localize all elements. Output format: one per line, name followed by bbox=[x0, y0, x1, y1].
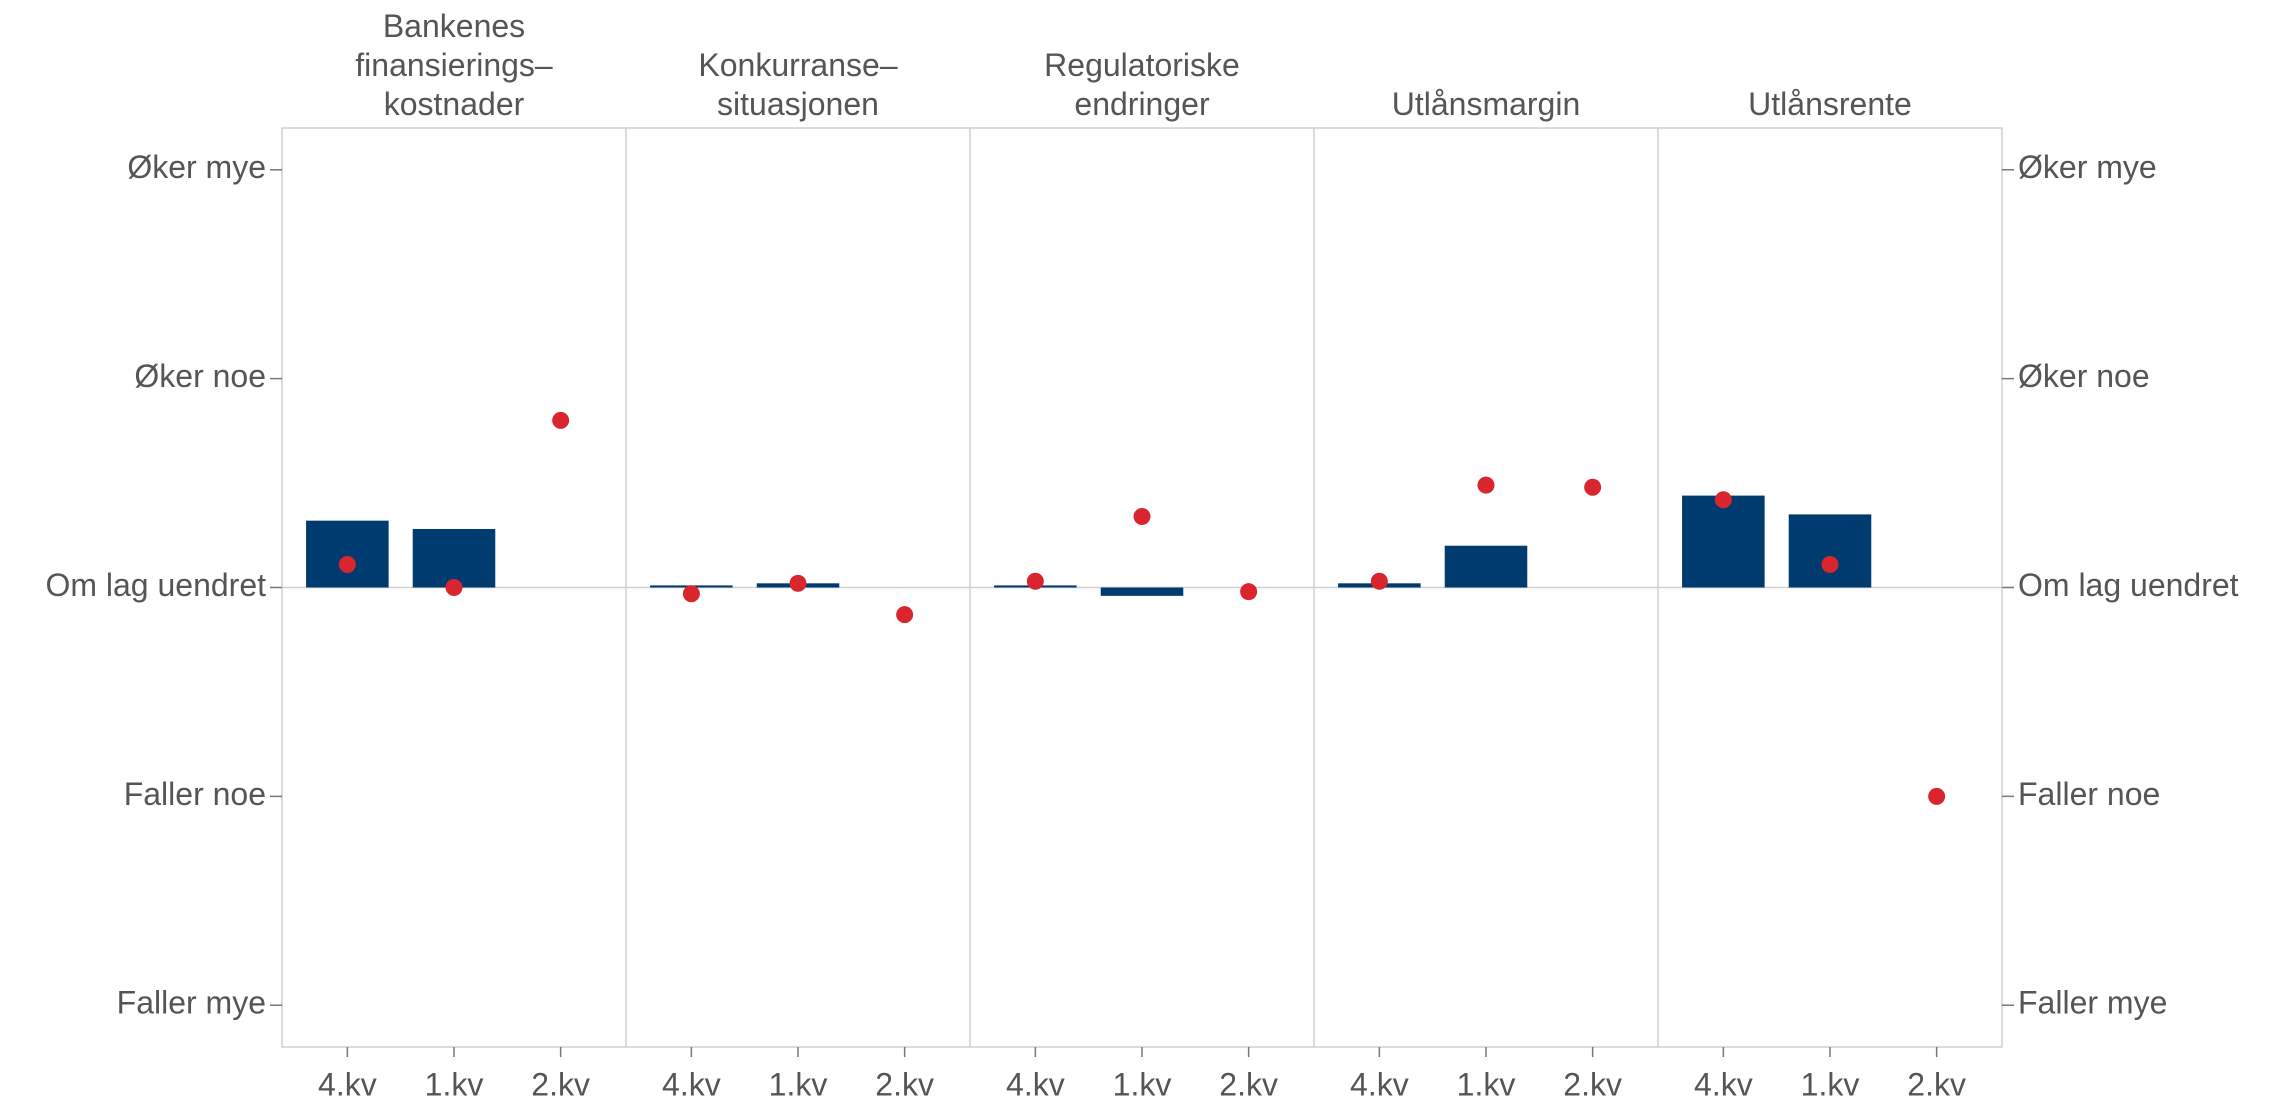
x-tick-label: 2.kv bbox=[875, 1066, 934, 1102]
x-tick-label: 4.kv bbox=[318, 1066, 377, 1102]
dot bbox=[1477, 476, 1495, 494]
bar bbox=[1682, 495, 1765, 588]
y-tick-label: Øker noe bbox=[134, 358, 266, 394]
bar bbox=[306, 520, 389, 588]
dot bbox=[1240, 583, 1258, 601]
dot bbox=[682, 585, 700, 603]
x-tick-label: 2.kv bbox=[531, 1066, 590, 1102]
dot bbox=[445, 579, 463, 596]
y-tick-label: Om lag uendret bbox=[45, 567, 266, 603]
y-tick-label: Faller mye bbox=[117, 985, 266, 1021]
dot bbox=[1928, 787, 1946, 805]
x-tick-label: 4.kv bbox=[1350, 1066, 1409, 1102]
x-tick-label: 2.kv bbox=[1219, 1066, 1278, 1102]
panel-title: Utlånsmargin bbox=[1391, 86, 1581, 122]
y2-tick-label: Faller noe bbox=[2018, 776, 2160, 812]
dot bbox=[896, 606, 914, 624]
x-tick-label: 1.kv bbox=[1113, 1066, 1172, 1102]
dot bbox=[1026, 572, 1044, 590]
dot bbox=[338, 556, 356, 574]
y2-tick-label: Øker mye bbox=[2018, 149, 2157, 185]
y-tick-label: Faller noe bbox=[124, 776, 266, 812]
x-tick-label: 1.kv bbox=[769, 1066, 828, 1102]
x-tick-label: 1.kv bbox=[425, 1066, 484, 1102]
y2-tick-label: Om lag uendret bbox=[2018, 567, 2239, 603]
x-tick-label: 1.kv bbox=[1801, 1066, 1860, 1102]
x-tick-label: 4.kv bbox=[1006, 1066, 1065, 1102]
y2-tick-label: Øker noe bbox=[2018, 358, 2150, 394]
dot bbox=[1584, 478, 1602, 496]
x-tick-label: 1.kv bbox=[1457, 1066, 1516, 1102]
dot bbox=[552, 411, 570, 429]
dot bbox=[1821, 556, 1839, 574]
panel-title: Konkurranse– situasjonen bbox=[698, 47, 898, 122]
y2-tick-label: Faller mye bbox=[2018, 985, 2167, 1021]
panel-title: Regulatoriske endringer bbox=[1044, 47, 1240, 122]
y-tick-label: Øker mye bbox=[127, 149, 266, 185]
x-tick-label: 2.kv bbox=[1563, 1066, 1622, 1102]
panel-title: Bankenes finansierings– kostnader bbox=[355, 8, 553, 122]
bar bbox=[1444, 545, 1528, 588]
bar bbox=[1788, 514, 1872, 588]
dot bbox=[1714, 491, 1732, 509]
dot bbox=[1133, 507, 1151, 525]
bar bbox=[412, 529, 496, 588]
dot bbox=[789, 574, 807, 592]
dot bbox=[1370, 572, 1388, 590]
bar bbox=[1100, 587, 1184, 596]
x-tick-label: 2.kv bbox=[1907, 1066, 1966, 1102]
x-tick-label: 4.kv bbox=[1694, 1066, 1753, 1102]
x-tick-label: 4.kv bbox=[662, 1066, 721, 1102]
panel-title: Utlånsrente bbox=[1748, 86, 1912, 122]
